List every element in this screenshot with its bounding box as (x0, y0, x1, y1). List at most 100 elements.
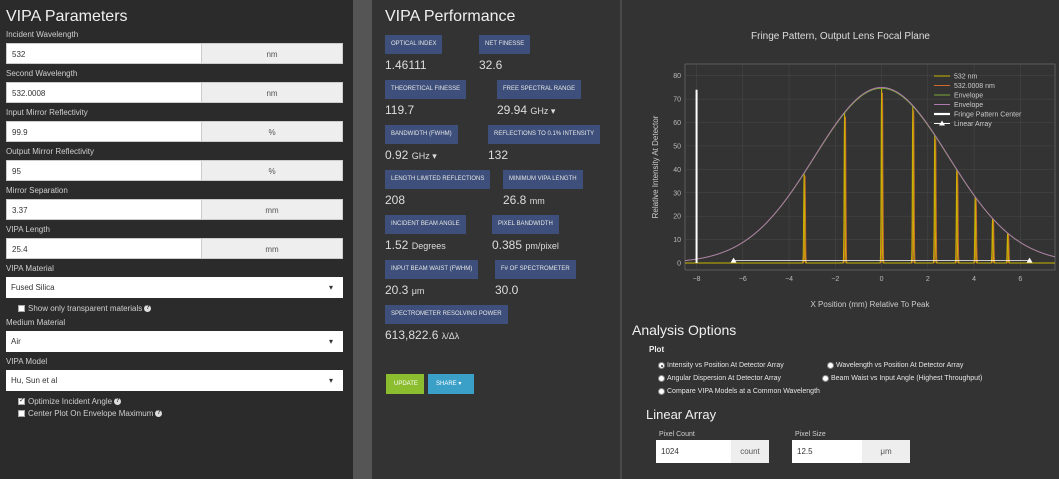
second-wavelength-label: Second Wavelength (6, 69, 78, 78)
metric-reflections: Reflections to 0.1% Intensity 132 (488, 122, 601, 167)
mirror-separation-label: Mirror Separation (6, 186, 68, 195)
y-tick-label: 70 (673, 97, 681, 104)
legend-entry: 532.0008 nm (954, 83, 995, 90)
metric-value: 119.7 (385, 103, 415, 117)
center-plot-checkbox[interactable] (18, 410, 25, 417)
metric-value: 1.52 (385, 238, 409, 252)
medium-material-select[interactable]: Air ▾ (6, 331, 343, 352)
input-reflectivity-group: Input Mirror Reflectivity 99.9% (6, 108, 347, 142)
vipa-length-input[interactable]: 25.4 (6, 238, 202, 259)
plot-option-angular-dispersion[interactable]: Angular Dispersion At Detector Array (658, 375, 781, 382)
update-button[interactable]: UPDATE (386, 374, 424, 394)
second-wavelength-group: Second Wavelength 532.0008 nm (6, 69, 347, 103)
output-reflectivity-input[interactable]: 95 (6, 160, 202, 181)
output-reflectivity-group: Output Mirror Reflectivity 95% (6, 147, 347, 181)
transparent-materials-option[interactable]: Show only transparent materials ? (6, 303, 347, 314)
panel-divider (353, 0, 372, 479)
metric-value: 0.385 (492, 238, 523, 252)
metric-minimum-vipa-length: Minimum VIPA Length 26.8 mm (503, 167, 583, 212)
radio-button[interactable] (658, 375, 665, 382)
metric-value: 208 (385, 193, 406, 207)
center-plot-option[interactable]: Center Plot On Envelope Maximum ? (6, 408, 347, 419)
pixel-count-unit: count (731, 440, 769, 463)
transparent-materials-checkbox[interactable] (18, 305, 25, 312)
pixel-size-input[interactable]: 12.5 (792, 440, 862, 463)
transparent-materials-label: Show only transparent materials (28, 304, 143, 313)
plot-label: Plot (649, 345, 665, 354)
x-tick-label: 2 (926, 276, 930, 283)
optimize-angle-label: Optimize Incident Angle (28, 397, 113, 406)
metric-label: Input Beam Waist (FWHM) (385, 260, 479, 279)
y-tick-label: 20 (673, 214, 681, 221)
metric-value: 30.0 (495, 283, 519, 297)
fsr-unit-dropdown[interactable]: GHz ▾ (530, 106, 556, 116)
input-reflectivity-label: Input Mirror Reflectivity (6, 108, 88, 117)
results-panel: Fringe Pattern, Output Lens Focal Plane … (622, 0, 1059, 479)
help-icon[interactable]: ? (114, 398, 122, 405)
y-tick-label: 80 (673, 73, 681, 80)
input-reflectivity-input[interactable]: 99.9 (6, 121, 202, 142)
metric-free-spectral-range: Free Spectral Range 29.94 GHz ▾ (497, 77, 582, 122)
radio-button[interactable] (658, 388, 665, 395)
mirror-separation-group: Mirror Separation 3.37 mm (6, 186, 347, 220)
fringe-pattern-chart: 0 10 20 30 40 50 60 70 80 −8 −6 −4 −2 0 2 4 6 X Position … (651, 63, 1056, 309)
share-button[interactable]: SHARE ▾ (428, 374, 474, 394)
metric-label: Theoretical Finesse (385, 80, 467, 99)
metric-label: Pixel Bandwidth (492, 215, 559, 234)
optimize-angle-option[interactable]: Optimize Incident Angle ? (6, 396, 347, 407)
x-axis-label: X Position (mm) Relative To Peak (810, 300, 930, 309)
output-reflectivity-unit: % (202, 160, 343, 181)
help-icon[interactable]: ? (155, 410, 163, 417)
metric-net-finesse: Net Finesse 32.6 (479, 32, 531, 77)
radio-button[interactable] (822, 375, 829, 382)
plot-option-beam-waist[interactable]: Beam Waist vs Input Angle (Highest Throu… (822, 375, 982, 382)
metric-incident-beam-angle: Incident Beam Angle 1.52 Degrees (385, 212, 492, 257)
x-tick-label: 6 (1018, 276, 1022, 283)
vipa-material-select[interactable]: Fused Silica ▾ (6, 277, 343, 298)
second-wavelength-input[interactable]: 532.0008 (6, 82, 202, 103)
plot-option-compare-models[interactable]: Compare VIPA Models at a Common Waveleng… (658, 388, 820, 395)
metric-label: Free Spectral Range (497, 80, 582, 99)
vipa-length-label: VIPA Length (6, 225, 50, 234)
x-tick-label: −2 (831, 276, 839, 283)
legend-entry: Linear Array (954, 121, 992, 128)
metric-optical-index: Optical Index 1.46111 (385, 32, 479, 77)
metric-input-beam-waist: Input Beam Waist (FWHM) 20.3 μm (385, 257, 495, 302)
medium-material-label: Medium Material (6, 318, 66, 327)
linear-array-marker (1026, 257, 1033, 263)
second-wavelength-unit: nm (202, 82, 343, 103)
y-tick-label: 40 (673, 167, 681, 174)
metric-length-limited-reflections: Length Limited Reflections 208 (385, 167, 503, 212)
analysis-options-title: Analysis Options (632, 322, 737, 338)
help-icon[interactable]: ? (144, 305, 152, 312)
chart-title: Fringe Pattern, Output Lens Focal Plane (751, 31, 930, 42)
metric-value: 1.46111 (385, 58, 427, 72)
legend-entry: Fringe Pattern Center (954, 112, 1022, 119)
vipa-model-label: VIPA Model (6, 357, 48, 366)
vipa-model-select[interactable]: Hu, Sun et al ▾ (6, 370, 343, 391)
incident-wavelength-input[interactable]: 532 (6, 43, 202, 64)
incident-wavelength-label: Incident Wavelength (6, 30, 79, 39)
metric-theoretical-finesse: Theoretical Finesse 119.7 (385, 77, 497, 122)
pixel-count-input[interactable]: 1024 (656, 440, 731, 463)
plot-option-intensity[interactable]: Intensity vs Position At Detector Array (658, 362, 784, 369)
mirror-separation-input[interactable]: 3.37 (6, 199, 202, 220)
center-plot-label: Center Plot On Envelope Maximum (28, 409, 154, 418)
chevron-down-icon: ▾ (328, 283, 333, 292)
performance-title: VIPA Performance (385, 8, 516, 25)
y-tick-label: 30 (673, 190, 681, 197)
metric-value: 32.6 (479, 58, 503, 72)
plot-option-wavelength[interactable]: Wavelength vs Position At Detector Array (827, 362, 963, 369)
radio-button[interactable] (827, 362, 834, 369)
bandwidth-unit-dropdown[interactable]: GHz ▾ (411, 151, 437, 161)
x-tick-label: −8 (693, 276, 701, 283)
vipa-parameters-panel: VIPA Parameters Incident Wavelength 532 n… (0, 0, 353, 479)
radio-button[interactable] (658, 362, 665, 369)
vipa-material-value: Fused Silica (11, 283, 55, 292)
metric-label: Optical Index (385, 35, 443, 54)
optimize-angle-checkbox[interactable] (18, 396, 25, 405)
incident-wavelength-unit: nm (202, 43, 343, 64)
metric-f-number: F# of Spectrometer 30.0 (495, 257, 576, 302)
pixel-count-label: Pixel Count (659, 431, 695, 438)
metric-value: 613,822.6 (385, 328, 439, 342)
